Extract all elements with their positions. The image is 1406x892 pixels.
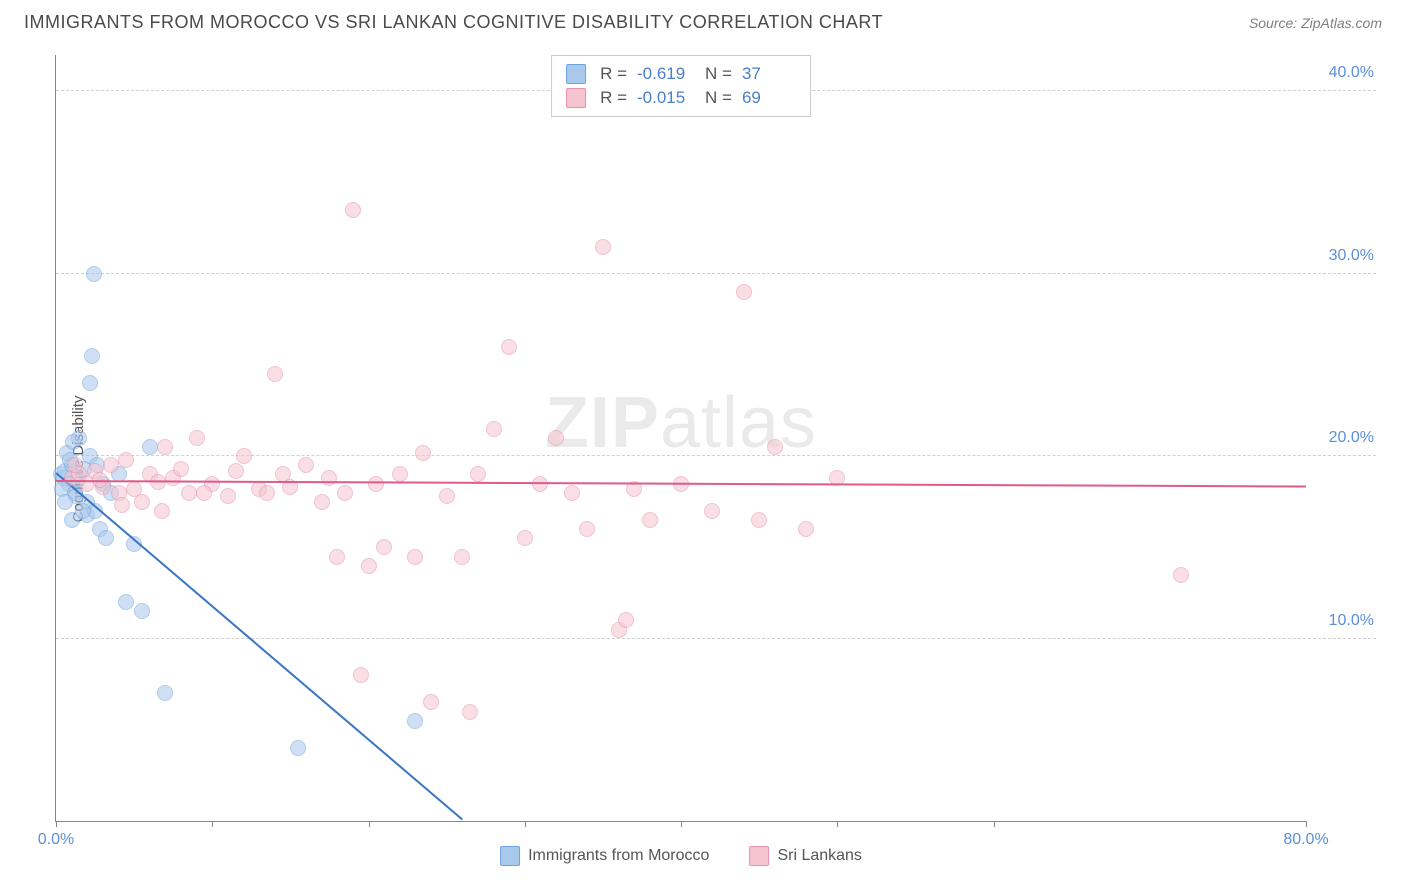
x-tick — [212, 821, 213, 827]
data-point — [798, 521, 814, 537]
y-tick-label: 30.0% — [1329, 247, 1374, 265]
data-point — [595, 239, 611, 255]
legend-label-morocco: Immigrants from Morocco — [528, 847, 709, 865]
swatch-morocco — [566, 64, 586, 84]
data-point — [1173, 567, 1189, 583]
data-point — [298, 457, 314, 473]
data-point — [290, 740, 306, 756]
data-point — [423, 694, 439, 710]
data-point — [181, 485, 197, 501]
data-point — [154, 503, 170, 519]
bottom-legend: Immigrants from Morocco Sri Lankans — [500, 846, 862, 866]
legend-label-srilanka: Sri Lankans — [777, 847, 862, 865]
data-point — [486, 421, 502, 437]
data-point — [103, 457, 119, 473]
data-point — [462, 704, 478, 720]
data-point — [642, 512, 658, 528]
gridline — [56, 455, 1376, 456]
x-tick — [525, 821, 526, 827]
data-point — [321, 470, 337, 486]
chart-source: Source: ZipAtlas.com — [1249, 15, 1382, 31]
data-point — [259, 485, 275, 501]
gridline — [56, 638, 1376, 639]
data-point — [517, 530, 533, 546]
data-point — [392, 466, 408, 482]
data-point — [134, 494, 150, 510]
data-point — [501, 339, 517, 355]
data-point — [751, 512, 767, 528]
chart-title: IMMIGRANTS FROM MOROCCO VS SRI LANKAN CO… — [24, 12, 883, 33]
data-point — [736, 284, 752, 300]
y-tick-label: 10.0% — [1329, 612, 1374, 630]
y-tick-label: 20.0% — [1329, 429, 1374, 447]
data-point — [704, 503, 720, 519]
data-point — [267, 366, 283, 382]
data-point — [118, 452, 134, 468]
data-point — [361, 558, 377, 574]
x-tick — [681, 821, 682, 827]
data-point — [407, 549, 423, 565]
x-tick-label: 0.0% — [38, 831, 74, 849]
data-point — [548, 430, 564, 446]
data-point — [118, 594, 134, 610]
data-point — [376, 539, 392, 555]
data-point — [228, 463, 244, 479]
data-point — [415, 445, 431, 461]
stats-legend: R = -0.619 N = 37 R = -0.015 N = 69 — [551, 55, 811, 117]
data-point — [564, 485, 580, 501]
data-point — [75, 503, 91, 519]
data-point — [82, 375, 98, 391]
plot-area: ZIPatlas R = -0.619 N = 37 R = -0.015 N … — [55, 55, 1306, 822]
data-point — [439, 488, 455, 504]
y-tick-label: 40.0% — [1329, 64, 1374, 82]
data-point — [345, 202, 361, 218]
gridline — [56, 273, 1376, 274]
data-point — [329, 549, 345, 565]
data-point — [134, 603, 150, 619]
data-point — [618, 612, 634, 628]
data-point — [407, 713, 423, 729]
data-point — [454, 549, 470, 565]
data-point — [368, 476, 384, 492]
data-point — [114, 497, 130, 513]
data-point — [220, 488, 236, 504]
data-point — [579, 521, 595, 537]
data-point — [173, 461, 189, 477]
data-point — [337, 485, 353, 501]
data-point — [65, 434, 81, 450]
data-point — [236, 448, 252, 464]
swatch-morocco-icon — [500, 846, 520, 866]
data-point — [157, 685, 173, 701]
data-point — [196, 485, 212, 501]
legend-item-morocco: Immigrants from Morocco — [500, 846, 709, 866]
x-tick — [1306, 821, 1307, 827]
x-tick — [56, 821, 57, 827]
x-tick — [837, 821, 838, 827]
data-point — [189, 430, 205, 446]
data-point — [314, 494, 330, 510]
data-point — [353, 667, 369, 683]
x-tick — [369, 821, 370, 827]
data-point — [157, 439, 173, 455]
data-point — [142, 439, 158, 455]
data-point — [57, 494, 73, 510]
legend-item-srilanka: Sri Lankans — [749, 846, 862, 866]
data-point — [98, 530, 114, 546]
trend-line — [55, 473, 463, 821]
data-point — [767, 439, 783, 455]
stats-row-morocco: R = -0.619 N = 37 — [566, 62, 796, 86]
stats-row-srilanka: R = -0.015 N = 69 — [566, 86, 796, 110]
swatch-srilanka-icon — [749, 846, 769, 866]
data-point — [67, 457, 83, 473]
x-tick — [994, 821, 995, 827]
data-point — [84, 348, 100, 364]
data-point — [470, 466, 486, 482]
chart-container: Cognitive Disability ZIPatlas R = -0.619… — [20, 45, 1386, 872]
data-point — [86, 266, 102, 282]
x-tick-label: 80.0% — [1283, 831, 1328, 849]
swatch-srilanka — [566, 88, 586, 108]
